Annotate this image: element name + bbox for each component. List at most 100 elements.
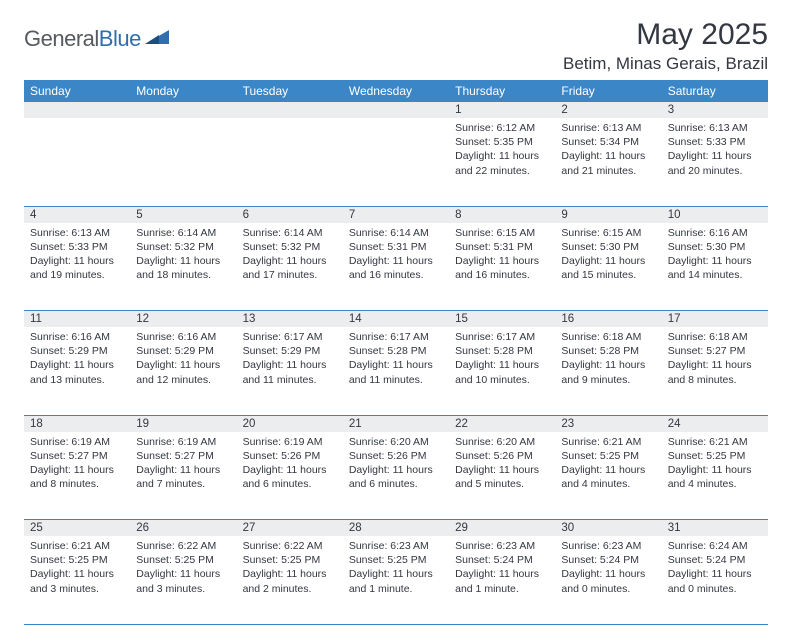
day-cell-content: [237, 118, 343, 127]
day2-text: and 0 minutes.: [561, 582, 655, 596]
sunset-text: Sunset: 5:30 PM: [561, 240, 655, 254]
day-cell: Sunrise: 6:13 AMSunset: 5:33 PMDaylight:…: [662, 118, 768, 206]
day-cell-content: Sunrise: 6:20 AMSunset: 5:26 PMDaylight:…: [343, 432, 449, 498]
day-cell-content: Sunrise: 6:23 AMSunset: 5:24 PMDaylight:…: [555, 536, 661, 602]
sunset-text: Sunset: 5:28 PM: [349, 344, 443, 358]
day1-text: Daylight: 11 hours: [349, 358, 443, 372]
day2-text: and 0 minutes.: [668, 582, 762, 596]
day2-text: and 11 minutes.: [243, 373, 337, 387]
brand-triangle-icon: [145, 28, 171, 51]
day-cell-content: Sunrise: 6:14 AMSunset: 5:32 PMDaylight:…: [130, 223, 236, 289]
day-number-row: 123: [24, 102, 768, 118]
day-number-row: 45678910: [24, 206, 768, 223]
day1-text: Daylight: 11 hours: [455, 463, 549, 477]
day-cell-content: Sunrise: 6:19 AMSunset: 5:26 PMDaylight:…: [237, 432, 343, 498]
day1-text: Daylight: 11 hours: [455, 358, 549, 372]
day-number: 12: [130, 311, 236, 328]
day1-text: Daylight: 11 hours: [455, 149, 549, 163]
day-number: 21: [343, 415, 449, 432]
day1-text: Daylight: 11 hours: [668, 463, 762, 477]
weekday-header: Sunday: [24, 80, 130, 102]
day-cell: Sunrise: 6:17 AMSunset: 5:28 PMDaylight:…: [343, 327, 449, 415]
day-number: 17: [662, 311, 768, 328]
day2-text: and 14 minutes.: [668, 268, 762, 282]
sunrise-text: Sunrise: 6:19 AM: [243, 435, 337, 449]
day2-text: and 21 minutes.: [561, 164, 655, 178]
sunset-text: Sunset: 5:32 PM: [243, 240, 337, 254]
day2-text: and 6 minutes.: [243, 477, 337, 491]
day-cell: Sunrise: 6:15 AMSunset: 5:31 PMDaylight:…: [449, 223, 555, 311]
week-row: Sunrise: 6:12 AMSunset: 5:35 PMDaylight:…: [24, 118, 768, 206]
sunrise-text: Sunrise: 6:19 AM: [136, 435, 230, 449]
sunrise-text: Sunrise: 6:13 AM: [30, 226, 124, 240]
day-cell: Sunrise: 6:13 AMSunset: 5:33 PMDaylight:…: [24, 223, 130, 311]
sunset-text: Sunset: 5:26 PM: [349, 449, 443, 463]
sunset-text: Sunset: 5:27 PM: [30, 449, 124, 463]
day-number: 25: [24, 520, 130, 537]
day-number: 19: [130, 415, 236, 432]
day-number: 13: [237, 311, 343, 328]
day-cell-content: Sunrise: 6:22 AMSunset: 5:25 PMDaylight:…: [237, 536, 343, 602]
day-cell-content: Sunrise: 6:13 AMSunset: 5:33 PMDaylight:…: [662, 118, 768, 184]
week-row: Sunrise: 6:13 AMSunset: 5:33 PMDaylight:…: [24, 223, 768, 311]
day-cell: Sunrise: 6:14 AMSunset: 5:32 PMDaylight:…: [237, 223, 343, 311]
day-cell-content: Sunrise: 6:15 AMSunset: 5:31 PMDaylight:…: [449, 223, 555, 289]
sunset-text: Sunset: 5:25 PM: [668, 449, 762, 463]
day1-text: Daylight: 11 hours: [30, 254, 124, 268]
brand-name: GeneralBlue: [24, 26, 141, 52]
day1-text: Daylight: 11 hours: [561, 463, 655, 477]
day-number: 2: [555, 102, 661, 118]
sunrise-text: Sunrise: 6:15 AM: [561, 226, 655, 240]
day2-text: and 15 minutes.: [561, 268, 655, 282]
day-cell-content: Sunrise: 6:17 AMSunset: 5:29 PMDaylight:…: [237, 327, 343, 393]
sunrise-text: Sunrise: 6:16 AM: [136, 330, 230, 344]
sunset-text: Sunset: 5:34 PM: [561, 135, 655, 149]
day-cell: Sunrise: 6:23 AMSunset: 5:25 PMDaylight:…: [343, 536, 449, 624]
day-cell: Sunrise: 6:17 AMSunset: 5:29 PMDaylight:…: [237, 327, 343, 415]
day1-text: Daylight: 11 hours: [136, 358, 230, 372]
day-number: 4: [24, 206, 130, 223]
day1-text: Daylight: 11 hours: [30, 358, 124, 372]
sunset-text: Sunset: 5:27 PM: [136, 449, 230, 463]
day1-text: Daylight: 11 hours: [349, 567, 443, 581]
sunset-text: Sunset: 5:30 PM: [668, 240, 762, 254]
day2-text: and 3 minutes.: [30, 582, 124, 596]
day2-text: and 4 minutes.: [561, 477, 655, 491]
day-cell-content: Sunrise: 6:21 AMSunset: 5:25 PMDaylight:…: [24, 536, 130, 602]
brand-logo: GeneralBlue: [24, 18, 171, 52]
month-title: May 2025: [563, 18, 768, 52]
day1-text: Daylight: 11 hours: [668, 254, 762, 268]
day1-text: Daylight: 11 hours: [561, 149, 655, 163]
sunset-text: Sunset: 5:28 PM: [455, 344, 549, 358]
day-cell: Sunrise: 6:22 AMSunset: 5:25 PMDaylight:…: [237, 536, 343, 624]
sunrise-text: Sunrise: 6:14 AM: [243, 226, 337, 240]
day1-text: Daylight: 11 hours: [668, 149, 762, 163]
day-cell: Sunrise: 6:12 AMSunset: 5:35 PMDaylight:…: [449, 118, 555, 206]
day-cell-content: Sunrise: 6:23 AMSunset: 5:25 PMDaylight:…: [343, 536, 449, 602]
day1-text: Daylight: 11 hours: [136, 463, 230, 477]
day2-text: and 1 minute.: [349, 582, 443, 596]
sunset-text: Sunset: 5:26 PM: [455, 449, 549, 463]
sunset-text: Sunset: 5:25 PM: [30, 553, 124, 567]
day-number: [130, 102, 236, 118]
day2-text: and 16 minutes.: [455, 268, 549, 282]
day2-text: and 3 minutes.: [136, 582, 230, 596]
day1-text: Daylight: 11 hours: [136, 567, 230, 581]
day2-text: and 17 minutes.: [243, 268, 337, 282]
day-number: 6: [237, 206, 343, 223]
sunset-text: Sunset: 5:27 PM: [668, 344, 762, 358]
sunrise-text: Sunrise: 6:18 AM: [561, 330, 655, 344]
day-number: 7: [343, 206, 449, 223]
sunset-text: Sunset: 5:29 PM: [136, 344, 230, 358]
calendar-table: Sunday Monday Tuesday Wednesday Thursday…: [24, 80, 768, 625]
day-cell-content: Sunrise: 6:16 AMSunset: 5:29 PMDaylight:…: [130, 327, 236, 393]
day-cell-content: Sunrise: 6:13 AMSunset: 5:34 PMDaylight:…: [555, 118, 661, 184]
day-number: 28: [343, 520, 449, 537]
day1-text: Daylight: 11 hours: [668, 567, 762, 581]
sunrise-text: Sunrise: 6:21 AM: [30, 539, 124, 553]
day1-text: Daylight: 11 hours: [243, 463, 337, 477]
day-number: 8: [449, 206, 555, 223]
day-cell: Sunrise: 6:19 AMSunset: 5:27 PMDaylight:…: [130, 432, 236, 520]
day2-text: and 1 minute.: [455, 582, 549, 596]
weekday-header: Monday: [130, 80, 236, 102]
